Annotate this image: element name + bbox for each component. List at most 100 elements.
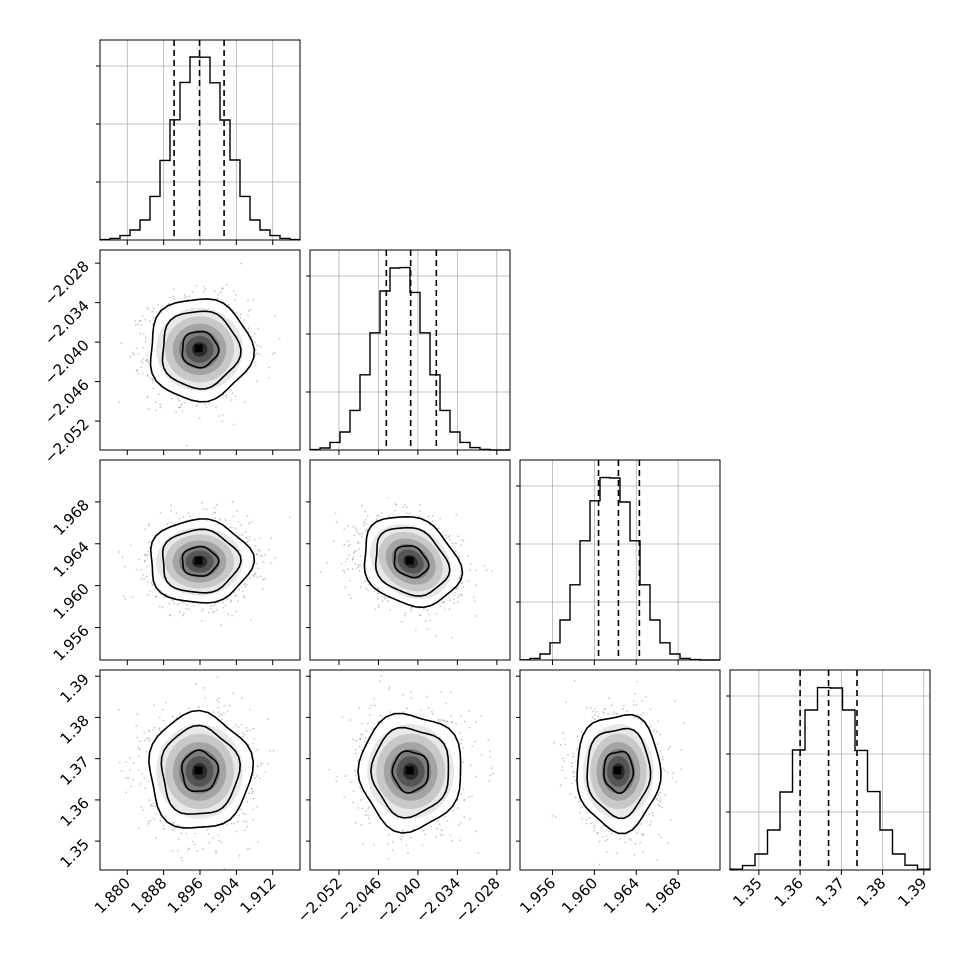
sample-point <box>248 539 251 542</box>
sample-point <box>158 727 161 730</box>
sample-point <box>348 554 351 557</box>
sample-point <box>355 549 358 552</box>
sample-point <box>202 848 205 850</box>
sample-point <box>483 564 486 567</box>
contour-line-0 <box>363 515 464 609</box>
sample-point <box>177 398 180 400</box>
sample-point <box>247 327 250 330</box>
sample-point <box>193 604 196 607</box>
sample-point <box>410 609 413 612</box>
sample-point <box>125 776 128 779</box>
sample-point <box>289 516 291 518</box>
sample-point <box>376 518 378 520</box>
sample-point <box>253 332 256 335</box>
sample-point <box>453 594 456 597</box>
sample-point <box>177 838 180 841</box>
sample-point <box>198 417 201 419</box>
sample-point <box>149 805 152 807</box>
sample-point <box>404 612 407 615</box>
sample-point <box>445 534 447 537</box>
sample-point <box>142 333 145 336</box>
sample-point <box>360 504 363 507</box>
sample-point <box>195 285 198 287</box>
sample-point <box>449 599 452 602</box>
sample-point <box>220 624 223 626</box>
sample-point <box>358 570 361 572</box>
sample-point <box>202 290 205 293</box>
sample-point <box>388 515 391 518</box>
sample-point <box>223 704 226 707</box>
sample-point <box>457 535 460 538</box>
sample-point <box>273 315 276 317</box>
sample-point <box>363 521 366 523</box>
sample-point <box>340 562 343 565</box>
sample-point <box>405 512 408 515</box>
sample-point <box>136 713 139 715</box>
sample-point <box>179 611 182 613</box>
sample-point <box>227 303 230 306</box>
sample-point <box>169 509 172 512</box>
sample-point <box>365 518 367 521</box>
sample-point <box>457 596 459 599</box>
sample-point <box>221 414 224 416</box>
sample-point <box>141 372 144 375</box>
sample-point <box>229 600 232 603</box>
sample-point <box>402 506 405 509</box>
sample-point <box>204 403 206 406</box>
sample-point <box>204 288 207 291</box>
density-peak <box>405 556 414 565</box>
sample-point <box>137 352 140 355</box>
sample-point <box>170 521 172 523</box>
sample-point <box>353 550 356 553</box>
sample-point <box>386 599 389 602</box>
sample-point <box>235 293 237 296</box>
sample-point <box>274 557 277 559</box>
sample-point <box>220 841 223 844</box>
sample-point <box>364 529 367 532</box>
sample-point <box>376 597 379 600</box>
sample-point <box>217 293 220 296</box>
panel-2-1 <box>306 459 511 665</box>
sample-point <box>129 355 132 358</box>
sample-point <box>469 569 471 571</box>
sample-point <box>213 290 216 293</box>
panel-content <box>98 262 281 447</box>
sample-point <box>435 635 438 638</box>
sample-point <box>216 699 218 702</box>
sample-point <box>376 514 379 517</box>
sample-point <box>426 609 429 612</box>
sample-point <box>358 547 361 550</box>
sample-point <box>343 543 346 546</box>
sample-point <box>273 351 276 354</box>
sample-point <box>213 506 216 509</box>
panel-frame <box>309 459 511 661</box>
sample-point <box>446 536 448 539</box>
sample-point <box>348 543 351 546</box>
sample-point <box>154 401 157 404</box>
sample-point <box>384 597 386 600</box>
sample-point <box>262 578 264 581</box>
sample-point <box>366 515 369 518</box>
sample-point <box>180 832 183 835</box>
sample-point <box>205 406 208 409</box>
sample-point <box>146 575 148 578</box>
sample-point <box>200 619 203 622</box>
sample-point <box>216 676 219 679</box>
sample-point <box>146 554 148 557</box>
sample-point <box>455 514 458 516</box>
sample-point <box>98 337 100 339</box>
y-tick-label: 1.968 <box>50 496 93 539</box>
sample-point <box>247 309 250 312</box>
sample-point <box>216 297 219 300</box>
sample-point <box>221 420 224 423</box>
sample-point <box>193 843 196 846</box>
sample-point <box>364 522 367 525</box>
sample-point <box>146 307 148 309</box>
sample-point <box>230 599 233 602</box>
sample-point <box>256 775 258 777</box>
sample-point <box>222 601 225 604</box>
sample-point <box>137 827 140 830</box>
sample-point <box>381 600 384 602</box>
sample-point <box>263 577 266 580</box>
sample-point <box>145 336 147 339</box>
